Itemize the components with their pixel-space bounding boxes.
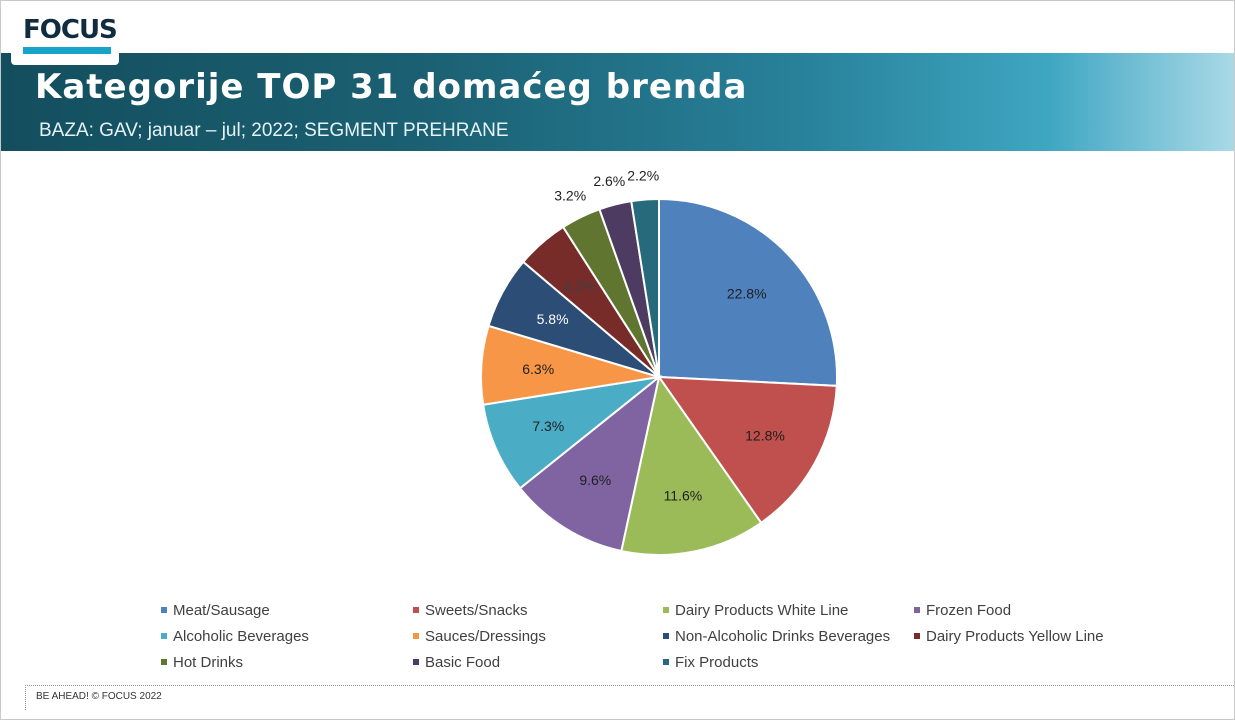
data-label-dairy-products-yellow-line: 4.2% [563,278,595,294]
footer: BE AHEAD! © FOCUS 2022 [25,685,1234,710]
data-label-frozen-food: 9.6% [579,472,611,488]
pie-slice-sweets-snacks [657,375,838,525]
data-label-sweets-snacks: 12.8% [745,428,785,444]
legend-label: Hot Drinks [173,653,244,671]
data-label-alcoholic-beverages: 7.3% [532,418,564,434]
legend-swatch [413,659,419,665]
pie-slice-alcoholic-beverages [482,375,663,490]
legend-item-basic-food: Basic Food [413,653,663,671]
legend-item-dairy-products-yellow-line: Dairy Products Yellow Line [914,627,1151,645]
legend-swatch [413,633,419,639]
footer-text: BE AHEAD! © FOCUS 2022 [36,691,162,702]
data-label-non-alcoholic-drinks-beverages: 5.8% [537,311,569,327]
legend-label: Sauces/Dressings [425,627,546,645]
legend-item-sauces-dressings: Sauces/Dressings [413,627,663,645]
data-label-sauces-dressings: 6.3% [522,361,554,377]
pie-slice-dairy-products-white-line [620,374,763,556]
legend-item-fix-products: Fix Products [663,653,914,671]
pie-slice-meat-sausage [658,197,838,387]
legend-swatch [914,633,920,639]
chart-legend: Meat/Sausage Sweets/Snacks Dairy Products … [161,601,1151,671]
pie-slice-frozen-food [518,374,661,553]
page-subtitle: BAZA: GAV; januar – jul; 2022; SEGMENT P… [39,120,509,141]
legend-item-dairy-products-white-line: Dairy Products White Line [663,601,914,619]
pie-slice-fix-products [630,197,660,378]
legend-label: Sweets/Snacks [425,601,528,619]
legend-item-frozen-food: Frozen Food [914,601,1151,619]
data-label-meat-sausage: 22.8% [727,286,767,302]
legend-item-non-alcoholic-drinks-beverages: Non-Alcoholic Drinks Beverages [663,627,914,645]
title-banner [1,53,1234,151]
legend-label: Frozen Food [926,601,1012,619]
legend-swatch [663,633,669,639]
data-label-basic-food: 2.6% [593,173,625,189]
legend-item-alcoholic-beverages: Alcoholic Beverages [161,627,413,645]
legend-item-sweets-snacks: Sweets/Snacks [413,601,663,619]
legend-swatch [161,659,167,665]
page-title: Kategorije TOP 31 domaćeg brenda [35,67,748,107]
legend-label: Non-Alcoholic Drinks Beverages [675,627,891,645]
legend-swatch [663,607,669,613]
data-label-fix-products: 2.2% [627,168,659,184]
legend-label: Fix Products [675,653,759,671]
data-label-dairy-products-white-line: 11.6% [664,488,703,504]
pie-chart: 22.8% 12.8% 11.6% 9.6% 7.3% 6.3% 5.8% 4.2% 3.2% 2… [480,168,838,556]
legend-swatch [161,633,167,639]
focus-logo: FOCUS [11,11,119,65]
legend-swatch [413,607,419,613]
legend-label: Dairy Products White Line [675,601,849,619]
legend-item-meat-sausage: Meat/Sausage [161,601,413,619]
data-label-hot-drinks: 3.2% [554,188,586,204]
legend-label: Basic Food [425,653,501,671]
logo-underline [23,47,111,54]
legend-swatch [663,659,669,665]
legend-label: Meat/Sausage [173,601,270,619]
legend-swatch [914,607,920,613]
legend-label: Alcoholic Beverages [173,627,309,645]
logo-text: FOCUS [23,15,118,45]
legend-label: Dairy Products Yellow Line [926,627,1104,645]
legend-swatch [161,607,167,613]
legend-item-hot-drinks: Hot Drinks [161,653,413,671]
